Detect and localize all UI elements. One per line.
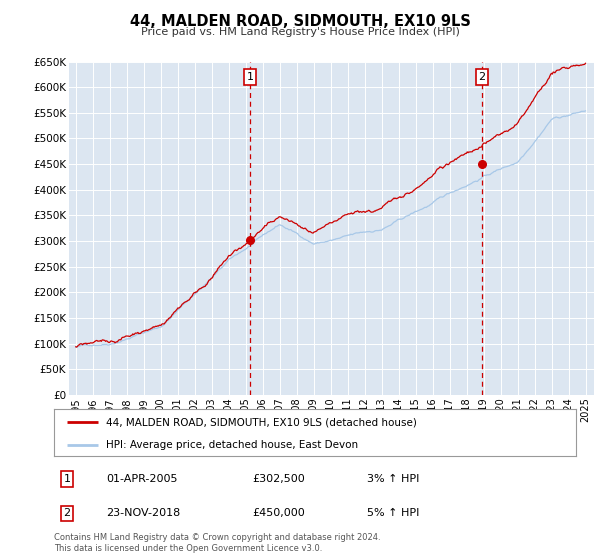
Text: Price paid vs. HM Land Registry's House Price Index (HPI): Price paid vs. HM Land Registry's House …	[140, 27, 460, 37]
Text: £450,000: £450,000	[253, 508, 305, 519]
Text: 2: 2	[64, 508, 71, 519]
Text: 44, MALDEN ROAD, SIDMOUTH, EX10 9LS (detached house): 44, MALDEN ROAD, SIDMOUTH, EX10 9LS (det…	[106, 417, 417, 427]
Text: HPI: Average price, detached house, East Devon: HPI: Average price, detached house, East…	[106, 440, 358, 450]
Text: 5% ↑ HPI: 5% ↑ HPI	[367, 508, 419, 519]
Text: 23-NOV-2018: 23-NOV-2018	[106, 508, 181, 519]
Text: £302,500: £302,500	[253, 474, 305, 484]
Text: Contains HM Land Registry data © Crown copyright and database right 2024.: Contains HM Land Registry data © Crown c…	[54, 533, 380, 542]
Text: 01-APR-2005: 01-APR-2005	[106, 474, 178, 484]
Text: 1: 1	[247, 72, 253, 82]
Text: 1: 1	[64, 474, 71, 484]
Text: This data is licensed under the Open Government Licence v3.0.: This data is licensed under the Open Gov…	[54, 544, 322, 553]
Text: 2: 2	[478, 72, 485, 82]
Text: 44, MALDEN ROAD, SIDMOUTH, EX10 9LS: 44, MALDEN ROAD, SIDMOUTH, EX10 9LS	[130, 14, 470, 29]
Text: 3% ↑ HPI: 3% ↑ HPI	[367, 474, 419, 484]
